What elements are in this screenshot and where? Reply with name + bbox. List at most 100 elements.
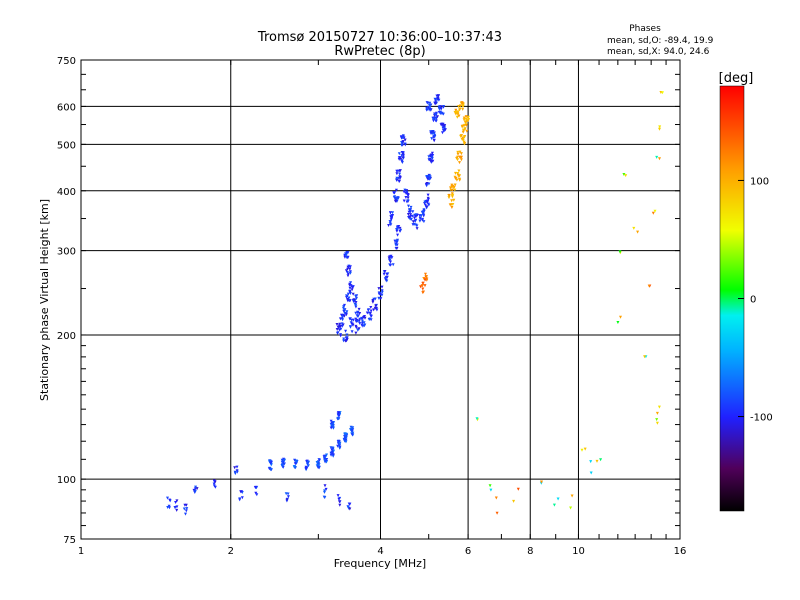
echo-point [402,190,406,194]
echo-point [336,444,340,448]
x-tick-label: 4 [377,546,383,557]
echo-point [337,497,341,501]
echo-point [401,136,405,140]
echo-point [395,239,399,243]
echo-point [599,458,603,462]
echo-point [344,329,348,333]
echo-point [269,461,273,465]
echo-point [425,200,429,204]
echo-point [254,485,258,489]
echo-point [406,213,410,216]
echo-point [348,325,352,329]
echo-point [395,246,399,250]
echo-point [316,465,320,469]
echo-point [267,467,271,471]
echo-point [449,186,452,190]
echo-point [618,250,622,254]
echo-point [405,189,409,193]
echo-point [423,284,427,288]
echo-point [428,177,432,181]
x-tick-label: 1 [78,546,84,557]
echo-point [355,296,358,300]
echo-point [338,441,342,445]
echo-point [453,183,457,187]
echo-point [343,434,346,438]
echo-point [390,256,394,260]
echo-point [336,416,340,420]
echo-point [194,485,198,489]
echo-point [369,306,373,309]
echo-point [441,112,445,116]
echo-point [349,281,353,285]
echo-point [337,412,341,416]
echo-point [427,158,431,162]
echo-point [434,117,438,121]
echo-point [354,331,358,335]
echo-point [192,488,196,492]
echo-point [343,432,347,436]
echo-point [269,468,273,472]
echo-point [458,150,462,154]
echo-point [329,419,333,423]
echo-point [589,460,593,464]
echo-point [422,214,426,218]
x-tick-label: 10 [572,546,585,557]
echo-point [450,206,454,209]
echo-point [429,130,433,134]
echo-point [643,355,647,359]
echo-point [419,214,423,218]
echo-point [427,203,431,207]
echo-point [280,458,284,462]
echo-point [570,494,574,498]
echo-point [323,458,327,462]
echo-point [421,281,425,285]
echo-point [306,460,310,464]
echo-point [351,426,355,430]
stats-heading: Phases [629,24,661,34]
echo-point [426,193,430,197]
echo-point [463,120,467,124]
echo-point [460,137,464,141]
echo-point [346,251,350,255]
colorbar-tick-label: 0 [750,295,756,306]
echo-point [183,503,187,507]
echo-point [175,508,179,512]
echo-point [394,188,398,192]
echo-point [168,506,171,510]
echo-point [489,488,493,492]
echo-point [456,158,460,162]
y-tick-label: 100 [57,475,76,486]
echo-point [401,151,405,155]
echo-point [373,306,377,310]
echo-point [389,260,392,264]
echo-point [350,322,354,326]
echo-point [349,284,353,288]
echo-point [450,199,454,203]
echo-point [432,138,436,142]
echo-point [569,506,573,510]
colorbar-tick-label: -100 [750,413,773,424]
echo-point [304,467,308,471]
echo-point [424,272,427,276]
echo-point [346,292,350,296]
y-tick-label: 500 [57,140,76,151]
echo-point [420,284,424,288]
echo-point [450,192,454,196]
echo-point [343,303,346,307]
echo-point [409,210,412,214]
echo-point [556,497,560,501]
echo-point [464,115,468,119]
echo-point [589,471,593,475]
echo-point [457,105,461,108]
echo-point [391,211,395,215]
echo-point [357,307,361,311]
echo-point [458,108,461,112]
echo-point [397,152,401,156]
echo-point [387,256,391,260]
echo-point [437,106,441,110]
echo-point [345,336,349,340]
echo-point [428,108,432,112]
echo-point [379,297,383,301]
echo-point [212,482,216,486]
echo-point [397,156,401,160]
